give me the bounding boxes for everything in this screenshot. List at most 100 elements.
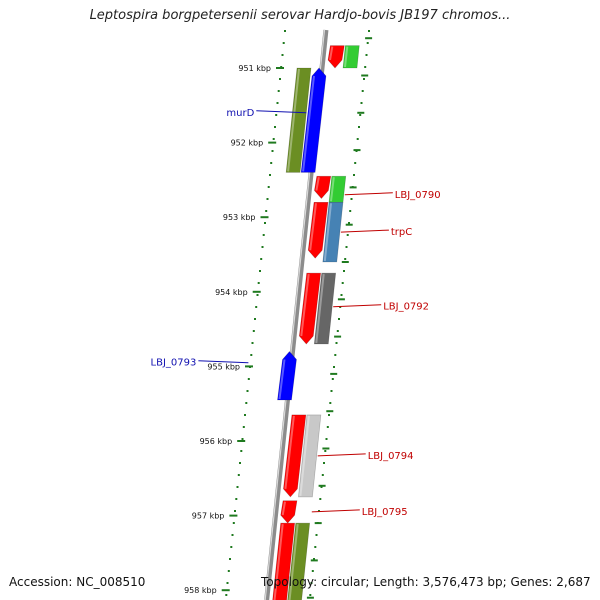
tick-label-952: 952 kbp bbox=[231, 139, 264, 148]
dotted-guide-dot bbox=[275, 114, 278, 116]
dotted-guide-dot bbox=[282, 42, 285, 44]
dotted-guide-dot bbox=[259, 270, 261, 272]
gene-feature-shading bbox=[273, 523, 284, 600]
gene-label-leader bbox=[333, 304, 382, 308]
dotted-guide-dot bbox=[239, 462, 241, 464]
dotted-guide-dot bbox=[315, 534, 318, 536]
gene-feature-shading bbox=[315, 177, 320, 191]
dotted-guide-dot bbox=[340, 294, 343, 296]
tick-label-957: 957 kbp bbox=[192, 512, 225, 521]
dotted-guide-dot bbox=[348, 222, 350, 224]
dotted-guide-dot bbox=[314, 546, 317, 548]
dotted-guide-dot bbox=[236, 486, 239, 488]
gene-label-lbj_0793: LBJ_0793 bbox=[151, 358, 197, 369]
gene-feature-shading bbox=[344, 46, 349, 68]
dotted-guide-dot bbox=[353, 174, 355, 176]
gene-feature-shading bbox=[329, 46, 334, 61]
gene-feature-blue bbox=[277, 351, 297, 401]
dotted-guide-dot bbox=[246, 390, 249, 392]
dotted-guide-dot bbox=[270, 162, 273, 164]
gene-label-leader bbox=[311, 509, 360, 513]
gene-feature-red bbox=[280, 500, 298, 524]
dotted-guide-dot bbox=[330, 390, 333, 392]
dotted-guide-dot bbox=[331, 378, 334, 380]
dotted-guide-dot bbox=[252, 330, 255, 332]
map-title: Leptospira borgpetersenii serovar Hardjo… bbox=[89, 8, 511, 23]
dotted-guide-dot bbox=[257, 282, 260, 284]
dotted-guide-dot bbox=[281, 54, 284, 56]
dotted-guide-dot bbox=[363, 78, 365, 80]
dotted-guide-dot bbox=[328, 414, 330, 416]
gene-feature-olive bbox=[285, 67, 312, 173]
genome-summary-text: Topology: circular; Length: 3,576,473 bp… bbox=[261, 575, 591, 589]
dotted-guide-dot bbox=[265, 210, 268, 212]
tick-label-953: 953 kbp bbox=[223, 213, 256, 222]
dotted-guide-dot bbox=[329, 402, 332, 404]
dotted-guide-dot bbox=[267, 186, 270, 188]
gene-feature-shading bbox=[299, 415, 310, 497]
dotted-guide-dot bbox=[261, 246, 264, 248]
gene-label-lbj_0794: LBJ_0794 bbox=[368, 451, 414, 462]
dotted-guide-dot bbox=[333, 366, 335, 368]
gene-feature-darkgray bbox=[313, 272, 337, 345]
dotted-guide-dot bbox=[310, 582, 313, 584]
gene-feature-red bbox=[272, 522, 296, 600]
dotted-guide-dot bbox=[323, 462, 325, 464]
gene-label-leader bbox=[198, 360, 249, 364]
gene-feature-shading bbox=[330, 177, 335, 202]
dotted-guide-dot bbox=[321, 474, 324, 476]
dotted-guide-dot bbox=[324, 450, 327, 452]
dotted-guide-dot bbox=[339, 306, 342, 308]
gene-feature-shading bbox=[284, 415, 295, 490]
dotted-guide-dot bbox=[256, 294, 259, 296]
gene-feature-shading bbox=[281, 501, 286, 516]
dotted-guide-dot bbox=[260, 258, 263, 260]
gene-label-lbj_0790: LBJ_0790 bbox=[395, 190, 441, 201]
dotted-guide-dot bbox=[345, 246, 348, 248]
dotted-guide-dot bbox=[254, 318, 256, 320]
gene-feature-shading bbox=[315, 273, 325, 344]
dotted-guide-dot bbox=[235, 498, 238, 500]
gene-feature-shading bbox=[287, 68, 300, 172]
gene-feature-olive bbox=[287, 522, 311, 600]
dotted-guide-dot bbox=[241, 438, 244, 440]
gene-feature-green bbox=[342, 45, 360, 69]
dotted-guide-dot bbox=[309, 594, 312, 596]
dotted-guide-dot bbox=[277, 90, 280, 92]
dotted-guide-dot bbox=[334, 354, 337, 356]
dotted-guide-dot bbox=[279, 78, 281, 80]
dotted-guide-dot bbox=[336, 330, 339, 332]
dotted-guide-dot bbox=[226, 582, 229, 584]
gene-feature-shading bbox=[278, 359, 286, 400]
tick-label-956: 956 kbp bbox=[200, 437, 233, 446]
dotted-guide-dot bbox=[230, 546, 233, 548]
dotted-guide-dot bbox=[338, 318, 340, 320]
tick-label-954: 954 kbp bbox=[215, 288, 248, 297]
dotted-guide-dot bbox=[247, 378, 250, 380]
dotted-guide-dot bbox=[368, 30, 370, 32]
gene-feature-red bbox=[298, 272, 322, 345]
dotted-guide-dot bbox=[250, 354, 253, 356]
gene-feature-shading bbox=[309, 203, 317, 251]
dotted-guide-dot bbox=[311, 570, 314, 572]
gene-feature-lightgray bbox=[298, 414, 322, 498]
gene-feature-red bbox=[327, 45, 345, 69]
dotted-guide-dot bbox=[255, 306, 258, 308]
gene-feature-red bbox=[283, 414, 307, 498]
dotted-guide-dot bbox=[232, 522, 235, 524]
gene-label-leader bbox=[256, 110, 307, 114]
dotted-guide-dot bbox=[320, 486, 323, 488]
dotted-guide-dot bbox=[229, 558, 231, 560]
gene-label-leader bbox=[344, 192, 393, 196]
dotted-guide-dot bbox=[242, 426, 245, 428]
gene-label-murd: murD bbox=[226, 108, 254, 119]
gene-feature-shading bbox=[323, 203, 332, 262]
dotted-guide-dot bbox=[269, 174, 271, 176]
dotted-guide-dot bbox=[231, 534, 234, 536]
dotted-guide-dot bbox=[225, 594, 228, 596]
dotted-guide-dot bbox=[359, 114, 362, 116]
tick-label-958: 958 kbp bbox=[184, 586, 217, 595]
dotted-guide-dot bbox=[319, 498, 322, 500]
gene-feature-shading bbox=[302, 75, 315, 172]
